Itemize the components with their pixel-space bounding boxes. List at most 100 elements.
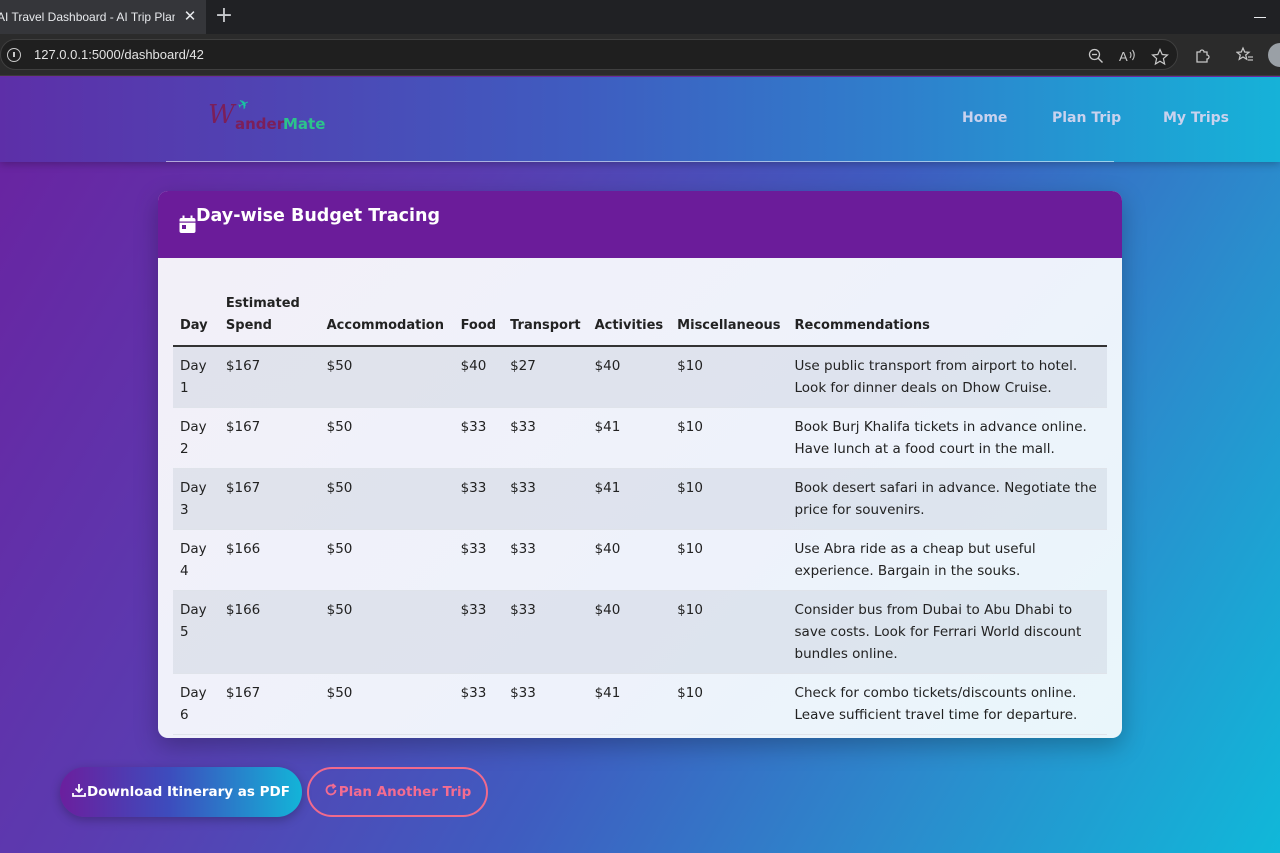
cell-food: $33 — [453, 590, 504, 674]
url-text[interactable]: 127.0.0.1:5000/dashboard/42 — [34, 47, 204, 62]
table-row: Day 5 $166 $50 $33 $33 $40 $10 Consider … — [173, 590, 1107, 674]
cell-food: $33 — [453, 673, 504, 735]
cell-recommendations: Use Abra ride as a cheap but useful expe… — [787, 529, 1107, 591]
url-box[interactable]: 127.0.0.1:5000/dashboard/42 A — [0, 39, 1178, 70]
cell-recommendations: Use public transport from airport to hot… — [787, 346, 1107, 408]
cell-miscellaneous: $10 — [670, 407, 788, 469]
cell-activities: $40 — [587, 346, 671, 408]
column-header-accommodation: Accommodation — [319, 285, 454, 347]
download-icon — [72, 783, 86, 801]
cell-food: $33 — [453, 529, 504, 591]
cell-transport: $33 — [503, 529, 588, 591]
cell-estimated-spend: $166 — [218, 590, 320, 674]
column-header-day: Day — [173, 285, 219, 347]
column-header-estimated-spend: Estimated Spend — [218, 285, 320, 347]
cell-activities: $41 — [587, 673, 671, 735]
nav-my-trips-link[interactable]: My Trips — [1163, 110, 1230, 126]
cell-day: Day 1 — [173, 346, 219, 408]
cell-day: Day 3 — [173, 468, 219, 530]
cell-transport: $33 — [503, 673, 588, 735]
nav-plan-trip-link[interactable]: Plan Trip — [1052, 110, 1122, 126]
cell-accommodation: $50 — [319, 346, 454, 408]
cell-activities: $40 — [587, 590, 671, 674]
budget-card-title: Day-wise Budget Tracing — [196, 206, 441, 226]
cell-miscellaneous: $10 — [670, 468, 788, 530]
cell-day: Day 2 — [173, 407, 219, 469]
budget-table: Day Estimated Spend Accommodation Food T… — [173, 285, 1107, 735]
new-tab-button[interactable]: + — [214, 3, 234, 28]
browser-tab[interactable]: AI Travel Dashboard - AI Trip Planner ✕ — [0, 0, 206, 34]
wandermate-logo[interactable]: W ✈ ander Mate — [208, 95, 348, 135]
cell-accommodation: $50 — [319, 407, 454, 469]
plane-icon: ✈ — [235, 95, 253, 115]
download-pdf-button[interactable]: Download Itinerary as PDF — [60, 767, 302, 817]
budget-card: Day-wise Budget Tracing Day Estimated Sp… — [158, 191, 1122, 738]
column-header-miscellaneous: Miscellaneous — [670, 285, 788, 347]
cell-estimated-spend: $167 — [218, 468, 320, 530]
cell-food: $40 — [453, 346, 504, 408]
browser-tab-strip: AI Travel Dashboard - AI Trip Planner ✕ … — [0, 0, 1280, 34]
cell-recommendations: Check for combo tickets/discounts online… — [787, 673, 1107, 735]
cell-day: Day 4 — [173, 529, 219, 591]
logo-mate: Mate — [283, 115, 326, 133]
profile-icon[interactable] — [1268, 43, 1280, 67]
close-tab-icon[interactable]: ✕ — [183, 7, 197, 25]
minimize-window-button[interactable] — [1254, 8, 1268, 22]
tab-title: AI Travel Dashboard - AI Trip Planner — [0, 10, 175, 24]
cell-estimated-spend: $166 — [218, 529, 320, 591]
cell-miscellaneous: $10 — [670, 529, 788, 591]
svg-text:A: A — [1119, 49, 1128, 64]
cell-miscellaneous: $10 — [670, 346, 788, 408]
table-row: Day 3 $167 $50 $33 $33 $41 $10 Book dese… — [173, 468, 1107, 530]
zoom-out-icon[interactable] — [1087, 48, 1105, 66]
budget-card-header: Day-wise Budget Tracing — [158, 191, 1122, 258]
cell-accommodation: $50 — [319, 529, 454, 591]
cell-transport: $33 — [503, 407, 588, 469]
extensions-icon[interactable] — [1194, 46, 1212, 64]
plan-another-trip-label: Plan Another Trip — [338, 784, 472, 800]
cell-recommendations: Book Burj Khalifa tickets in advance onl… — [787, 407, 1107, 469]
cell-recommendations: Book desert safari in advance. Negotiate… — [787, 468, 1107, 530]
table-row: Day 2 $167 $50 $33 $33 $41 $10 Book Burj… — [173, 407, 1107, 469]
cell-day: Day 5 — [173, 590, 219, 674]
cell-miscellaneous: $10 — [670, 673, 788, 735]
cell-food: $33 — [453, 468, 504, 530]
cell-activities: $40 — [587, 529, 671, 591]
column-header-activities: Activities — [587, 285, 671, 347]
site-navbar: W ✈ ander Mate Home Plan Trip My Trips — [0, 77, 1280, 162]
cell-accommodation: $50 — [319, 590, 454, 674]
table-row: Day 6 $167 $50 $33 $33 $41 $10 Check for… — [173, 673, 1107, 735]
cell-activities: $41 — [587, 468, 671, 530]
cell-transport: $33 — [503, 468, 588, 530]
cell-day: Day 6 — [173, 673, 219, 735]
download-pdf-label: Download Itinerary as PDF — [87, 784, 290, 800]
cell-recommendations: Consider bus from Dubai to Abu Dhabi to … — [787, 590, 1107, 674]
logo-w: W — [208, 100, 235, 130]
address-bar: 127.0.0.1:5000/dashboard/42 A — [0, 34, 1280, 76]
cell-estimated-spend: $167 — [218, 407, 320, 469]
plan-another-trip-button[interactable]: Plan Another Trip — [307, 767, 488, 817]
cell-transport: $27 — [503, 346, 588, 408]
calendar-icon — [179, 215, 196, 234]
column-header-recommendations: Recommendations — [787, 285, 1107, 347]
cell-miscellaneous: $10 — [670, 590, 788, 674]
cell-accommodation: $50 — [319, 673, 454, 735]
favorite-star-icon[interactable] — [1151, 48, 1169, 66]
nav-home-link[interactable]: Home — [962, 110, 1008, 126]
table-row: Day 1 $167 $50 $40 $27 $40 $10 Use publi… — [173, 346, 1107, 408]
cell-accommodation: $50 — [319, 468, 454, 530]
table-header-row: Day Estimated Spend Accommodation Food T… — [173, 285, 1107, 347]
cell-activities: $41 — [587, 407, 671, 469]
favorites-icon[interactable] — [1235, 46, 1254, 64]
section-divider — [166, 161, 1114, 162]
page: W ✈ ander Mate Home Plan Trip My Trips D… — [0, 77, 1280, 853]
info-icon[interactable] — [7, 48, 21, 62]
column-header-food: Food — [453, 285, 504, 347]
cell-transport: $33 — [503, 590, 588, 674]
logo-ander: ander — [235, 115, 285, 133]
cell-estimated-spend: $167 — [218, 673, 320, 735]
read-aloud-icon[interactable]: A — [1119, 48, 1137, 66]
cell-food: $33 — [453, 407, 504, 469]
table-row: Day 4 $166 $50 $33 $33 $40 $10 Use Abra … — [173, 529, 1107, 591]
redo-icon — [324, 783, 338, 801]
